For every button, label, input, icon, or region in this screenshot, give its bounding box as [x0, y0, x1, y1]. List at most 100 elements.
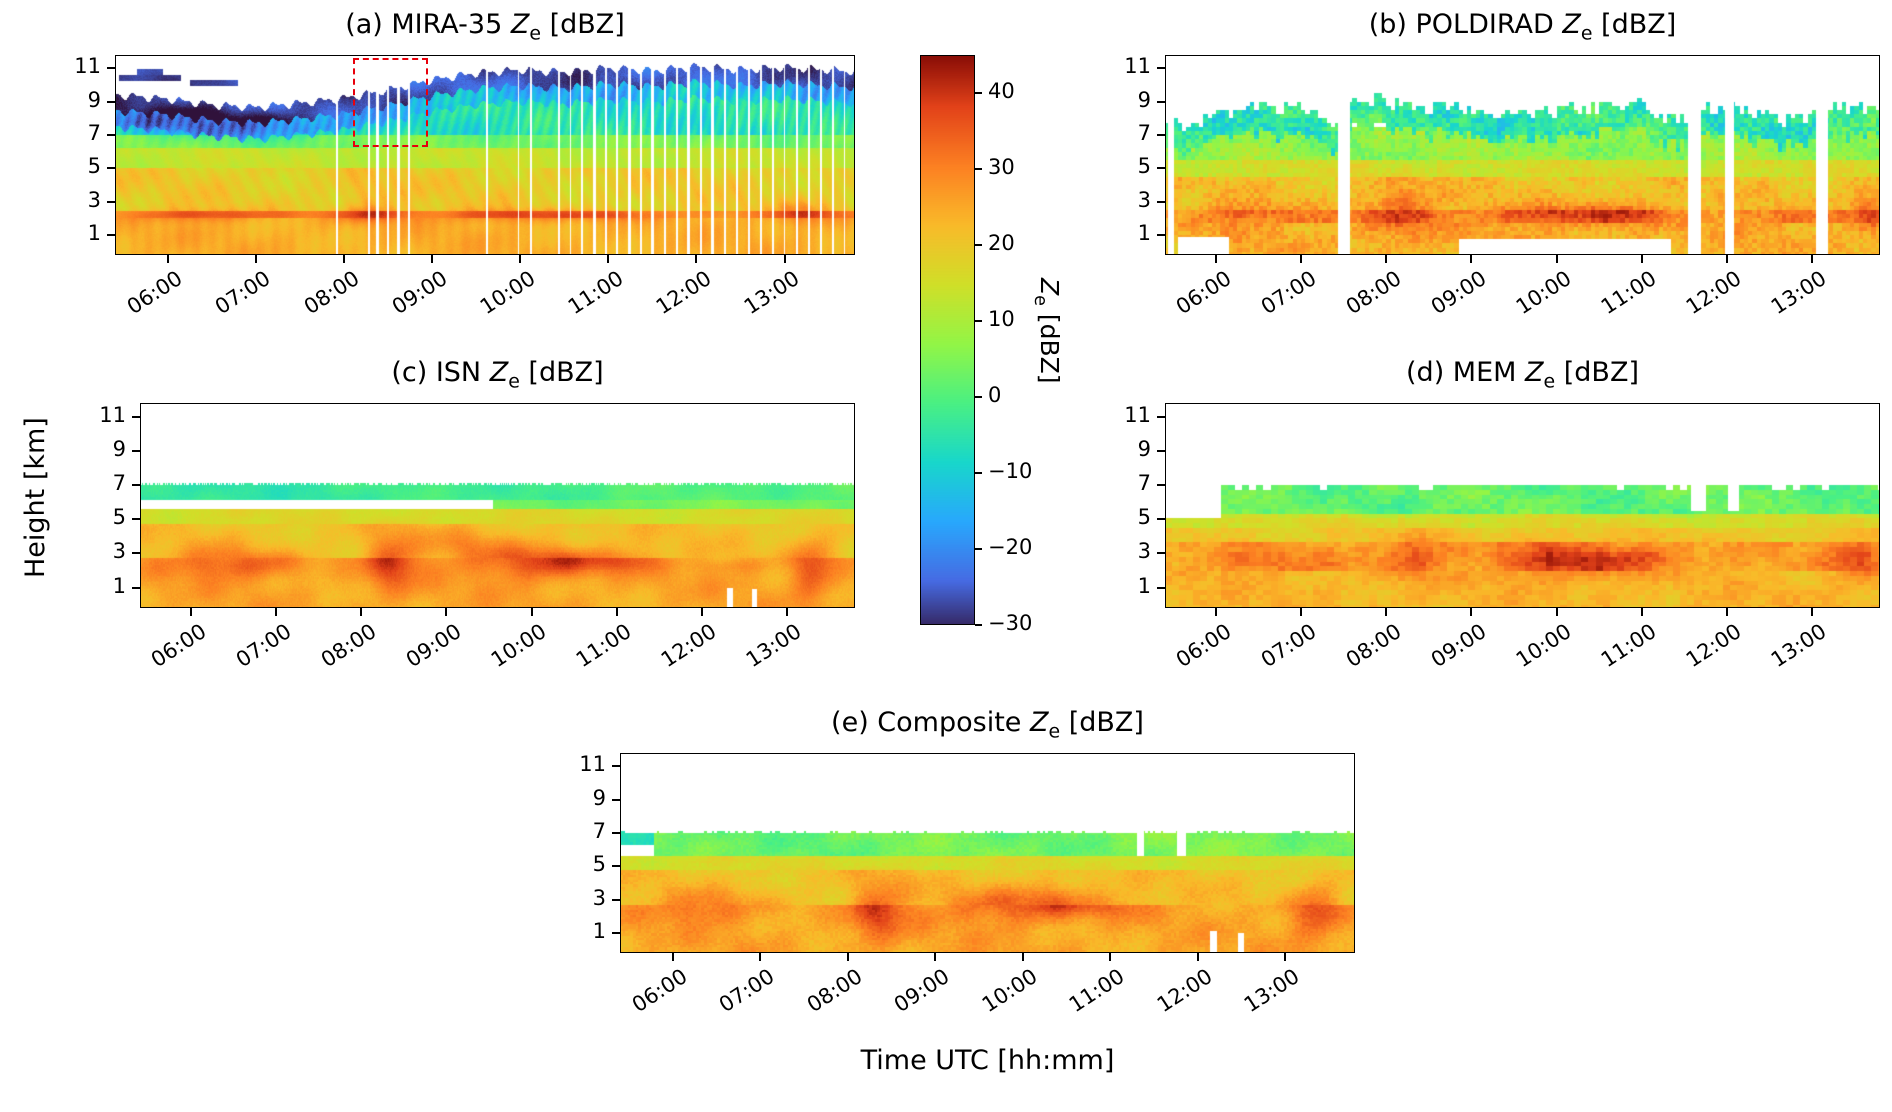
colorbar-tick-label: −10	[988, 459, 1033, 483]
colorbar-tick-mark	[975, 472, 982, 474]
y-tick-label: 9	[592, 785, 606, 810]
y-tick-label: 1	[1137, 573, 1151, 598]
y-tick-mark	[1157, 518, 1165, 521]
x-tick-mark	[695, 255, 698, 263]
x-tick-mark	[785, 608, 788, 616]
x-axis-label: Time UTC [hh:mm]	[860, 1045, 1115, 1076]
colorbar	[920, 55, 975, 625]
x-tick-mark	[1810, 255, 1813, 263]
y-tick-mark	[132, 449, 140, 452]
colorbar-label-subscript: e	[1030, 295, 1050, 306]
y-tick-label: 11	[74, 54, 101, 79]
x-tick-mark	[343, 255, 346, 263]
colorbar-tick-label: 0	[988, 383, 1002, 407]
x-tick-mark	[1300, 255, 1303, 263]
y-tick-mark	[1157, 415, 1165, 418]
y-tick-label: 5	[1137, 154, 1151, 179]
x-tick-mark	[254, 255, 257, 263]
y-tick-mark	[1157, 234, 1165, 236]
title-symbol: Z	[489, 357, 509, 388]
x-tick-label: 13:00	[1767, 619, 1831, 673]
x-tick-mark	[1555, 608, 1558, 616]
colorbar-tick-label: −20	[988, 535, 1033, 559]
y-tick-mark	[107, 234, 115, 236]
y-tick-mark	[1157, 134, 1165, 136]
x-tick-mark	[1215, 255, 1218, 263]
title-units: [dBZ]	[1592, 9, 1677, 40]
panel-e-heatmap	[620, 753, 1355, 953]
x-tick-label: 09:00	[890, 964, 955, 1018]
colorbar-tick-label: 40	[988, 79, 1015, 103]
y-axis-label: Height [km]	[20, 417, 51, 578]
x-tick-mark	[1725, 255, 1728, 263]
colorbar-label-symbol: Z	[1035, 278, 1064, 296]
x-tick-mark	[166, 255, 169, 263]
x-tick-label: 09:00	[387, 266, 452, 320]
x-tick-mark	[671, 953, 674, 961]
x-tick-mark	[190, 608, 193, 616]
title-text: (c) ISN	[391, 357, 490, 388]
title-text: (e) Composite	[831, 707, 1030, 738]
y-tick-label: 9	[1137, 87, 1151, 112]
colorbar-tick-label: 30	[988, 155, 1015, 179]
x-tick-label: 10:00	[977, 964, 1042, 1018]
y-tick-mark	[107, 67, 115, 70]
x-tick-mark	[1555, 255, 1558, 263]
x-tick-label: 06:00	[146, 619, 211, 673]
title-text: (a) MIRA-35	[345, 9, 511, 40]
title-text: (b) POLDIRAD	[1368, 9, 1563, 40]
y-tick-label: 5	[1137, 505, 1151, 530]
x-tick-label: 08:00	[802, 964, 867, 1018]
x-tick-label: 10:00	[1511, 266, 1576, 320]
panel-a-title: (a) MIRA-35 Ze [dBZ]	[115, 9, 855, 44]
x-tick-label: 12:00	[657, 619, 721, 673]
x-tick-mark	[700, 608, 703, 616]
x-tick-label: 09:00	[1426, 266, 1491, 320]
x-tick-label: 12:00	[1682, 619, 1746, 673]
highlight-box	[352, 58, 428, 147]
x-tick-mark	[530, 608, 533, 616]
y-tick-label: 7	[87, 121, 101, 145]
title-units: [dBZ]	[1060, 707, 1144, 738]
title-subscript: e	[508, 370, 520, 393]
title-units: [dBZ]	[519, 357, 604, 388]
x-tick-label: 07:00	[1256, 619, 1321, 673]
x-tick-mark	[1385, 608, 1388, 616]
y-tick-mark	[132, 484, 140, 486]
x-tick-mark	[1470, 255, 1473, 263]
y-tick-mark	[107, 134, 115, 136]
x-tick-label: 08:00	[1341, 266, 1406, 320]
y-tick-mark	[107, 200, 115, 203]
title-units: [dBZ]	[1555, 357, 1639, 388]
y-tick-mark	[107, 100, 115, 103]
x-tick-mark	[1640, 255, 1643, 263]
y-tick-mark	[612, 765, 620, 768]
x-tick-label: 09:00	[1426, 619, 1491, 673]
y-tick-mark	[612, 898, 620, 901]
x-tick-mark	[607, 255, 610, 263]
title-subscript: e	[1048, 720, 1061, 743]
y-tick-mark	[1157, 552, 1165, 555]
colorbar-axis-label: Ze [dBZ]	[1030, 278, 1064, 384]
x-tick-mark	[360, 608, 363, 616]
y-tick-label: 1	[87, 221, 101, 245]
panel-b-title: (b) POLDIRAD Ze [dBZ]	[1165, 9, 1880, 44]
y-tick-mark	[132, 552, 140, 555]
x-tick-label: 06:00	[1171, 266, 1236, 320]
x-tick-label: 07:00	[1256, 266, 1321, 320]
colorbar-tick-label: 10	[988, 307, 1015, 331]
x-tick-mark	[759, 953, 761, 961]
title-subscript: e	[529, 22, 541, 45]
title-text: (d) MEM	[1406, 357, 1526, 388]
panel-d-title: (d) MEM Ze [dBZ]	[1165, 357, 1880, 392]
colorbar-label-units: [dBZ]	[1035, 305, 1064, 384]
x-tick-mark	[1385, 255, 1388, 263]
y-tick-label: 3	[112, 539, 126, 564]
title-subscript: e	[1580, 22, 1593, 45]
panel-d-heatmap	[1165, 403, 1880, 608]
x-tick-label: 06:00	[627, 964, 692, 1018]
y-tick-label: 7	[592, 819, 606, 843]
x-tick-mark	[1470, 608, 1473, 616]
y-tick-label: 5	[592, 852, 606, 877]
x-tick-label: 13:00	[739, 266, 804, 320]
